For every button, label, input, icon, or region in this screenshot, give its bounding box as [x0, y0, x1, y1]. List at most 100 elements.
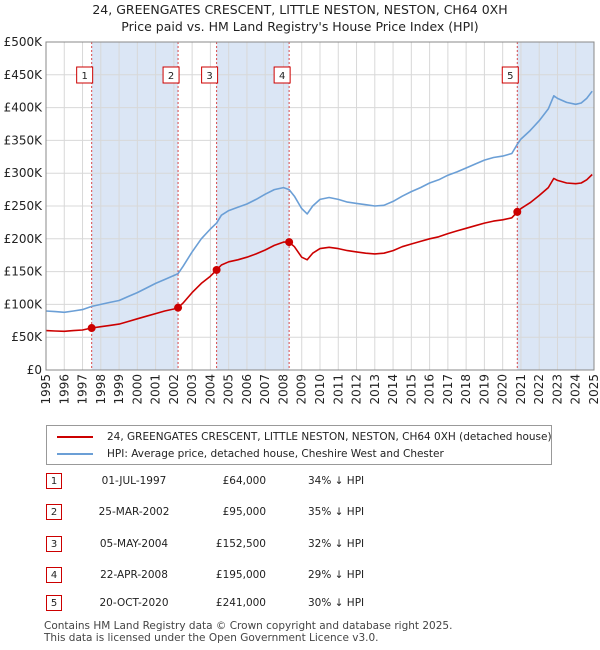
sale-marker-box [162, 66, 180, 84]
x-tick-label: 2023 [550, 374, 564, 405]
chart-legend: 24, GREENGATES CRESCENT, LITTLE NESTON, … [46, 425, 552, 465]
x-tick-label: 1996 [57, 374, 71, 405]
footer-attribution: Contains HM Land Registry data © Crown c… [44, 620, 452, 644]
table-row: 4 22-APR-2008 £195,000 29% ↓ HPI [46, 567, 586, 585]
table-row: 2 25-MAR-2002 £95,000 35% ↓ HPI [46, 504, 586, 522]
sale-point [87, 324, 96, 333]
legend-label-hpi: HPI: Average price, detached house, Ches… [107, 448, 444, 460]
x-tick-label: 2022 [532, 374, 546, 405]
sale-number-badge: 3 [46, 536, 62, 552]
x-tick-label: 1995 [39, 374, 53, 405]
x-tick-label: 2025 [587, 374, 600, 405]
legend-swatch-property [57, 436, 93, 438]
chart-subtitle: Price paid vs. HM Land Registry's House … [121, 19, 478, 34]
x-tick-label: 2021 [514, 374, 528, 405]
x-tick-label: 2013 [368, 374, 382, 405]
table-row: 5 20-OCT-2020 £241,000 30% ↓ HPI [46, 595, 586, 613]
x-tick-label: 2020 [496, 374, 510, 405]
sale-number-markers: 1 2 3 4 5 [76, 66, 519, 84]
sale-date: 05-MAY-2004 [99, 538, 169, 550]
y-tick-label: £100K [4, 297, 44, 311]
sale-points [87, 207, 522, 333]
x-tick-label: 2002 [167, 374, 181, 405]
plot-frame [45, 41, 595, 371]
y-tick-label: £50K [11, 330, 43, 344]
sale-price: £241,000 [215, 597, 266, 609]
table-row: 1 01-JUL-1997 £64,000 34% ↓ HPI [46, 473, 586, 491]
y-tick-label: £500K [4, 35, 44, 49]
sale-marker-label: 1 [81, 71, 87, 82]
sale-marker-box [76, 66, 94, 84]
sale-date-lines [91, 42, 518, 370]
sale-price: £95,000 [222, 506, 266, 518]
legend-item-hpi: HPI: Average price, detached house, Ches… [57, 446, 444, 462]
x-tick-label: 2001 [149, 374, 163, 405]
sale-hpi-diff: 30% ↓ HPI [308, 597, 365, 609]
y-tick-label: £350K [4, 133, 44, 147]
x-tick-label: 2010 [313, 374, 327, 405]
x-tick-label: 2009 [295, 374, 309, 405]
x-tick-label: 2008 [276, 374, 290, 405]
x-tick-label: 2018 [459, 374, 473, 405]
sale-hpi-diff: 29% ↓ HPI [308, 569, 365, 581]
legend-label-property: 24, GREENGATES CRESCENT, LITTLE NESTON, … [107, 431, 552, 443]
y-axis: £0 £50K £100K £150K £200K £250K £300K £350K £400… [4, 35, 44, 377]
footer-licence: This data is licensed under the Open Gov… [44, 632, 379, 644]
legend-item-property: 24, GREENGATES CRESCENT, LITTLE NESTON, … [57, 429, 552, 445]
x-tick-label: 2007 [258, 374, 272, 405]
x-tick-label: 1998 [94, 374, 108, 405]
sale-point [513, 207, 522, 216]
x-tick-label: 2003 [185, 374, 199, 405]
sale-date: 25-MAR-2002 [98, 506, 170, 518]
y-tick-label: £250K [4, 199, 44, 213]
sale-number-badge: 4 [46, 567, 62, 583]
x-tick-label: 2012 [350, 374, 364, 405]
sale-number-badge: 5 [46, 595, 62, 611]
sale-point [285, 238, 294, 247]
sale-marker-label: 4 [279, 71, 285, 82]
x-tick-label: 2024 [569, 374, 583, 405]
x-tick-label: 2005 [222, 374, 236, 405]
x-tick-label: 2000 [130, 374, 144, 405]
x-tick-label: 2019 [477, 374, 491, 405]
y-tick-label: £400K [4, 101, 44, 115]
chart-grid [45, 41, 595, 371]
x-tick-label: 2004 [203, 374, 217, 405]
sale-point [174, 303, 183, 312]
sale-marker-box [201, 66, 219, 84]
y-tick-label: £300K [4, 166, 44, 180]
sale-price: £64,000 [222, 475, 266, 487]
series-line [45, 90, 593, 314]
sale-marker-label: 2 [168, 71, 174, 82]
sale-hpi-diff: 35% ↓ HPI [308, 506, 365, 518]
legend-swatch-hpi [57, 453, 93, 455]
x-tick-label: 2006 [240, 374, 254, 405]
x-tick-label: 2017 [441, 374, 455, 405]
x-tick-label: 1997 [76, 374, 90, 405]
chart-title: 24, GREENGATES CRESCENT, LITTLE NESTON, … [92, 2, 507, 17]
price-chart: 24, GREENGATES CRESCENT, LITTLE NESTON, … [4, 2, 600, 405]
sale-hpi-diff: 34% ↓ HPI [308, 475, 365, 487]
sale-price: £152,500 [215, 538, 266, 550]
x-tick-label: 1999 [112, 374, 126, 405]
sale-marker-box [501, 66, 519, 84]
sale-marker-label: 5 [507, 71, 513, 82]
sale-number-badge: 1 [46, 473, 62, 489]
sale-point [212, 265, 221, 274]
sale-hpi-diff: 32% ↓ HPI [308, 538, 365, 550]
y-tick-label: £150K [4, 265, 44, 279]
sale-price: £195,000 [215, 569, 266, 581]
sale-number-badge: 2 [46, 504, 62, 520]
x-tick-label: 2014 [386, 374, 400, 405]
x-tick-label: 2011 [331, 374, 345, 405]
sale-marker-label: 3 [206, 71, 212, 82]
y-tick-label: £450K [4, 68, 44, 82]
x-axis: 1995 1996 1997 1998 1999 2000 2001 2002 2003 2004… [39, 374, 600, 405]
sale-marker-box [273, 66, 291, 84]
table-row: 3 05-MAY-2004 £152,500 32% ↓ HPI [46, 536, 586, 554]
sale-date: 22-APR-2008 [100, 569, 168, 581]
y-tick-label: £200K [4, 232, 44, 246]
x-tick-label: 2016 [423, 374, 437, 405]
sale-date: 20-OCT-2020 [99, 597, 169, 609]
sale-date: 01-JUL-1997 [101, 475, 167, 487]
